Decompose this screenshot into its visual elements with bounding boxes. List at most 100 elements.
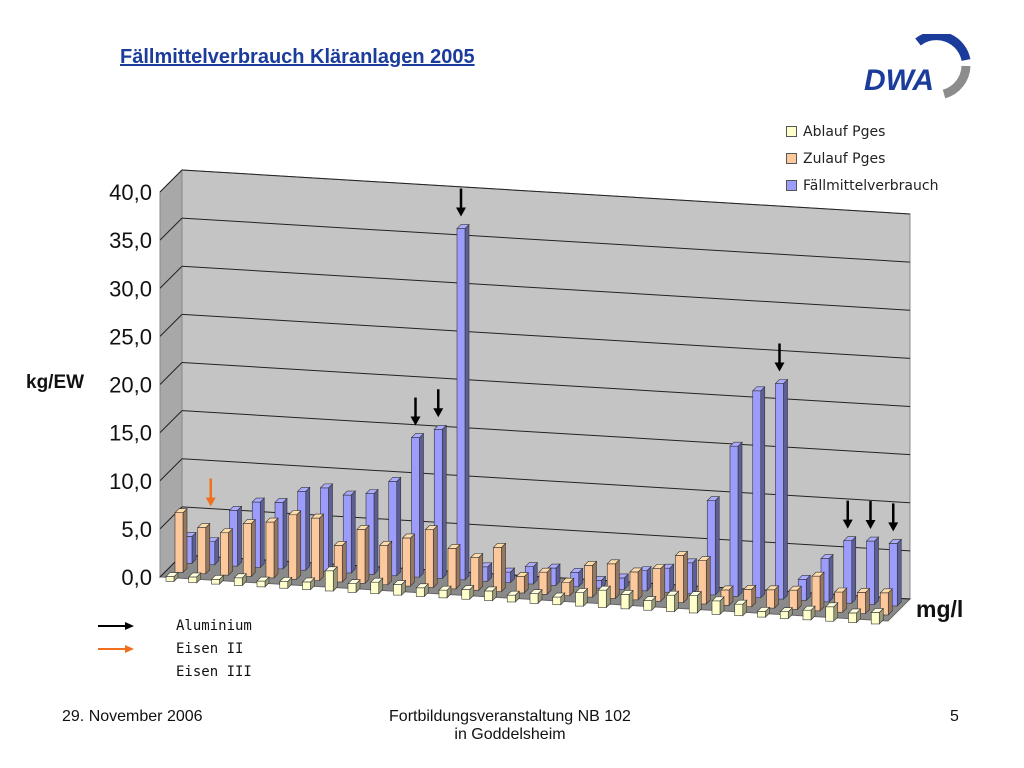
bar-top	[552, 592, 566, 598]
bar	[711, 600, 721, 615]
annotation-arrow-head	[888, 522, 899, 532]
bar-top	[620, 590, 634, 595]
bar-side	[296, 510, 302, 580]
y-tick-label: 0,0	[121, 565, 152, 590]
bar-top	[524, 562, 538, 567]
bar-top	[802, 605, 816, 611]
bar-side	[228, 528, 233, 576]
gridline-side	[159, 458, 183, 482]
bar-top	[734, 599, 748, 605]
bar	[233, 577, 243, 586]
bar-side	[319, 513, 324, 582]
bar-side	[350, 490, 356, 574]
bar-side	[305, 486, 311, 571]
bar	[870, 612, 880, 625]
bar-top	[324, 566, 338, 572]
bar-top	[706, 496, 720, 501]
bar	[415, 587, 425, 597]
legend-item: Ablauf Pges	[786, 118, 938, 145]
y-tick-label: 15,0	[109, 421, 152, 446]
annotation-arrow-head	[205, 497, 216, 507]
bar	[165, 576, 175, 582]
bar	[402, 537, 411, 587]
blank-key-spacer	[98, 667, 134, 677]
y-tick-label: 40,0	[109, 180, 152, 205]
bar	[775, 383, 784, 600]
bar	[279, 581, 289, 589]
legend-swatch	[786, 180, 797, 191]
bar-top	[342, 490, 356, 496]
key-label: Eisen III	[176, 663, 252, 680]
bar-top	[265, 517, 279, 523]
bar-top	[888, 539, 902, 544]
bar-top	[333, 541, 347, 546]
annotation-arrow-head	[842, 519, 853, 529]
legend-item: Zulauf Pges	[786, 145, 938, 172]
bar	[197, 527, 207, 575]
bar	[506, 594, 516, 603]
bar-side	[237, 505, 242, 567]
bar-top	[774, 379, 789, 384]
bar-top	[729, 441, 743, 447]
bar-top	[456, 224, 470, 229]
bar-top	[228, 505, 243, 511]
bar-top	[365, 489, 379, 494]
y-tick-label: 25,0	[109, 324, 152, 349]
bar-top	[506, 590, 520, 596]
bar-top	[665, 590, 680, 596]
bar-side	[851, 535, 857, 604]
bar-side	[441, 424, 447, 580]
bar	[356, 529, 366, 584]
bar-side	[637, 567, 643, 601]
bar-top	[288, 510, 302, 516]
bar-top	[424, 525, 438, 531]
bar-top	[370, 577, 384, 583]
logo-text: DWA	[864, 64, 934, 97]
bar-top	[415, 583, 429, 589]
key-item-eisen-iii: Eisen III	[98, 660, 252, 683]
key-item-eisen-ii: Eisen II	[98, 637, 252, 660]
bar-top	[752, 386, 766, 392]
y-tick-label: 30,0	[109, 276, 152, 301]
bar-side	[214, 536, 220, 566]
bar	[848, 612, 857, 623]
bar-top	[438, 585, 452, 591]
legend-label: Zulauf Pges	[803, 150, 886, 167]
bar-top	[529, 589, 543, 595]
bar-top	[492, 543, 507, 548]
bar-side	[410, 533, 415, 587]
bar-top	[834, 587, 848, 593]
bar	[802, 609, 812, 621]
bar	[825, 606, 835, 622]
bar-top	[401, 533, 416, 539]
bar-top	[865, 536, 880, 542]
bar-top	[197, 523, 211, 528]
gridline	[181, 410, 911, 456]
bar-top	[870, 608, 884, 613]
bar-top	[688, 591, 702, 596]
gridline	[181, 169, 911, 215]
bar-side	[737, 441, 743, 598]
bar-side	[259, 497, 265, 569]
legend-swatch	[786, 153, 797, 164]
legend-swatch	[786, 126, 797, 137]
y-tick-label: 10,0	[109, 469, 152, 494]
bar-top	[515, 572, 529, 577]
bar-top	[788, 585, 802, 591]
bar-top	[233, 573, 247, 579]
bar-top	[825, 602, 839, 608]
y-tick-label: 35,0	[109, 228, 152, 253]
bar	[438, 589, 448, 599]
bar-side	[419, 432, 424, 578]
unit-label: mg/l	[916, 596, 964, 622]
arrow-key: Aluminium Eisen II Eisen III	[98, 614, 252, 683]
bar-side	[432, 525, 438, 589]
bar	[242, 523, 252, 577]
bar	[788, 589, 798, 610]
bar	[529, 593, 539, 604]
bar-top	[210, 574, 225, 580]
bar-side	[464, 223, 470, 581]
gridline	[181, 313, 911, 359]
bar-side	[669, 563, 675, 593]
